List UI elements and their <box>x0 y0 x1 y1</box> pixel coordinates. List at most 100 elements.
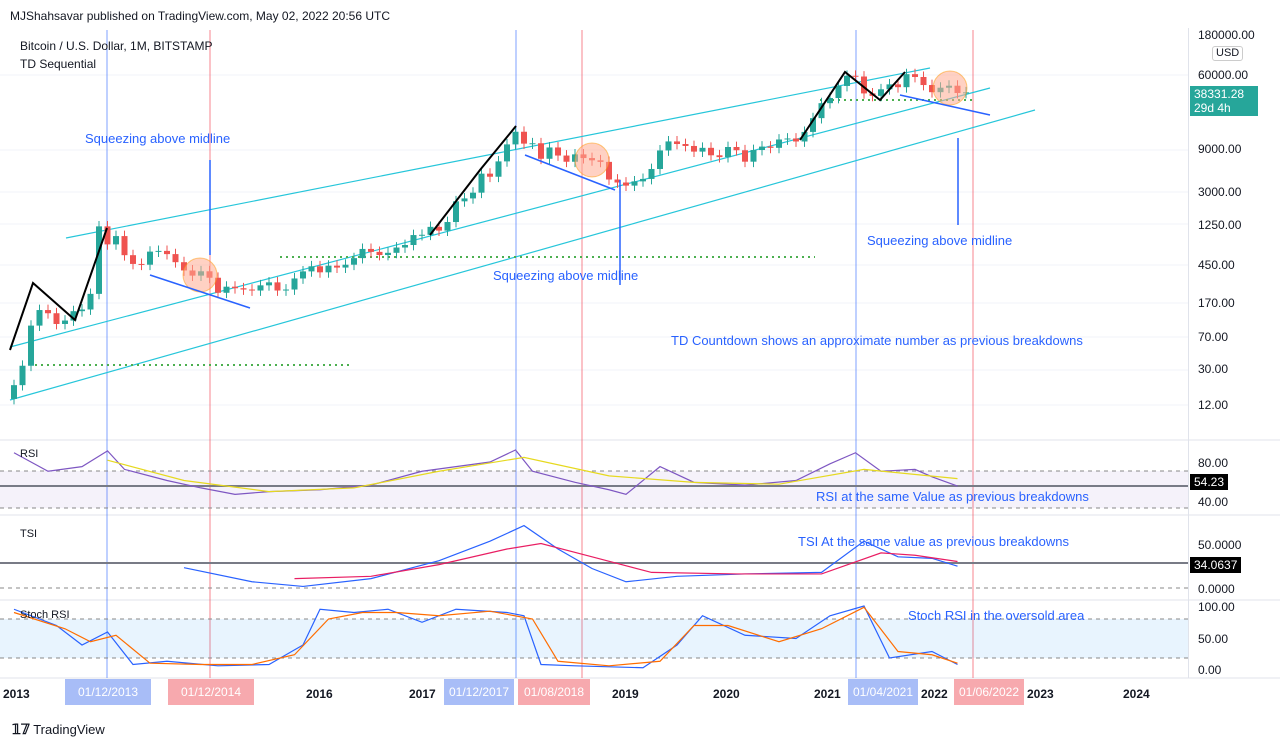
candle <box>716 155 723 158</box>
candle <box>164 250 170 255</box>
indicator-label[interactable]: TD Sequential <box>20 57 97 71</box>
candle <box>155 250 162 252</box>
price-tick: 12.00 <box>1198 398 1229 412</box>
rsi-tick: 40.00 <box>1198 495 1229 509</box>
candle <box>818 103 825 119</box>
candle <box>172 254 179 263</box>
candle <box>691 145 697 152</box>
candle <box>725 147 731 158</box>
time-label: 2021 <box>814 687 841 701</box>
candle <box>393 247 400 253</box>
candle <box>308 266 315 272</box>
time-label: 2019 <box>612 687 639 701</box>
rsi-ma-line <box>107 456 958 493</box>
candle <box>461 198 468 202</box>
candle <box>223 286 230 293</box>
time-label: 2017 <box>409 687 436 701</box>
annotation-arrow <box>149 274 251 309</box>
time-label: 2024 <box>1123 687 1150 701</box>
publish-info: MJShahsavar published on TradingView.com… <box>10 9 390 23</box>
date-badge-blue: 01/12/2013 <box>65 679 151 705</box>
tsi-label[interactable]: TSI <box>20 528 38 540</box>
chart-canvas[interactable] <box>0 28 1280 680</box>
annotation-squeeze: Squeezing above midline <box>867 233 1013 248</box>
candle <box>359 248 366 259</box>
tradingview-logo[interactable]: 𝟙𝟟 TradingView <box>12 721 105 737</box>
candle <box>793 138 799 142</box>
candle <box>495 161 502 177</box>
candle <box>436 226 442 231</box>
candle <box>325 265 332 273</box>
candle <box>606 161 612 180</box>
candle <box>920 76 927 86</box>
symbol-title[interactable]: Bitcoin / U.S. Dollar, 1M, BITSTAMP <box>20 39 213 53</box>
tsi-tick: 0.0000 <box>1198 582 1235 596</box>
candle <box>215 277 221 293</box>
stoch-label[interactable]: Stoch RSI <box>20 609 70 621</box>
candle <box>784 138 791 140</box>
candle <box>62 320 68 324</box>
rsi-band <box>0 471 1188 508</box>
date-badge-red: 01/06/2022 <box>954 679 1024 705</box>
price-tick: 70.00 <box>1198 330 1229 344</box>
candle <box>19 365 26 386</box>
price-axis-border <box>1188 28 1189 678</box>
stoch-tick: 50.00 <box>1198 632 1229 646</box>
candle <box>45 310 51 314</box>
candle <box>750 150 757 162</box>
candle <box>674 141 680 145</box>
candle <box>801 131 808 142</box>
candle <box>11 385 17 399</box>
price-tick: 3000.00 <box>1198 185 1242 199</box>
tsi-line <box>183 524 958 588</box>
candle <box>96 226 102 294</box>
candle <box>776 139 782 148</box>
candle <box>878 89 884 96</box>
price-tick: 180000.00 <box>1198 28 1255 42</box>
candle <box>614 179 621 183</box>
last-price-tag: 38331.28 29d 4h <box>1190 86 1258 116</box>
candle <box>742 150 748 162</box>
time-label: 2022 <box>921 687 948 701</box>
candle <box>104 226 111 245</box>
channel-line <box>65 67 931 239</box>
candle <box>733 147 740 151</box>
candle <box>844 75 850 86</box>
rsi-label[interactable]: RSI <box>20 448 39 460</box>
candle <box>266 282 272 286</box>
candle <box>886 84 893 90</box>
candle <box>70 311 77 321</box>
date-badge-red: 01/12/2014 <box>168 679 254 705</box>
candle <box>113 236 119 245</box>
stoch-d-line <box>13 606 958 667</box>
candle <box>232 286 238 289</box>
date-badge-red: 01/08/2018 <box>518 679 590 705</box>
time-label: 2023 <box>1027 687 1054 701</box>
candle <box>300 271 306 279</box>
price-tick: 60000.00 <box>1198 68 1249 82</box>
candle <box>130 255 136 264</box>
time-label: 2020 <box>713 687 740 701</box>
tsi-signal-line <box>294 542 958 580</box>
annotation-arrow <box>524 154 616 191</box>
currency-button[interactable]: USD <box>1212 46 1244 61</box>
time-label: 2016 <box>306 687 333 701</box>
candle <box>767 146 774 148</box>
candle <box>470 192 476 199</box>
candle <box>861 76 867 94</box>
annotation-stoch: Stoch RSI in the oversold area <box>908 608 1085 623</box>
candle <box>147 251 153 265</box>
candle <box>759 146 765 151</box>
candle <box>28 325 34 366</box>
annotation-squeeze: Squeezing above midline <box>85 131 231 146</box>
candle <box>852 75 859 77</box>
price-tick: 9000.00 <box>1198 142 1242 156</box>
candle <box>912 74 918 77</box>
candle <box>376 251 383 256</box>
date-badge-blue: 01/04/2021 <box>848 679 918 705</box>
highlight-circle <box>932 70 968 106</box>
price-tick: 1250.00 <box>1198 218 1242 232</box>
candle <box>138 263 145 265</box>
candle <box>410 235 417 246</box>
candle <box>504 144 510 162</box>
